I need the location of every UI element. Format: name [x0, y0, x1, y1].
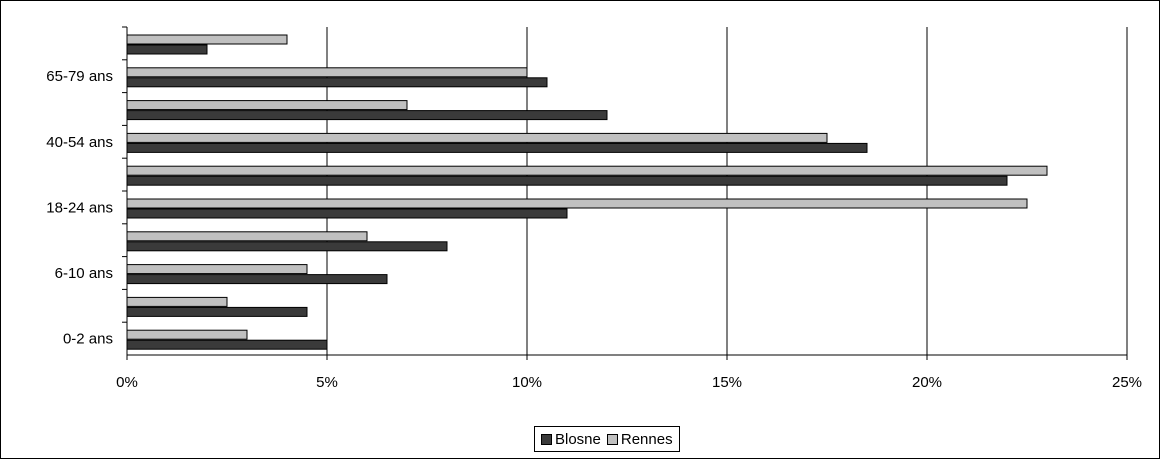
bar-blosne: [126, 110, 608, 121]
bar-blosne: [126, 175, 1008, 186]
y-tick-label: 18-24 ans: [46, 199, 113, 216]
bar-rennes: [126, 264, 308, 275]
bar-rennes: [126, 132, 828, 143]
bar-blosne: [126, 339, 328, 350]
y-tick-label: 0-2 ans: [63, 331, 113, 348]
bar-rennes: [126, 296, 228, 307]
bar-blosne: [126, 241, 448, 252]
legend-swatch-rennes: [606, 433, 618, 445]
legend-item-blosne: Blosne: [541, 431, 601, 448]
legend-label-rennes: Rennes: [620, 430, 673, 448]
bar-blosne: [126, 77, 548, 88]
bar-blosne: [126, 44, 208, 55]
x-tick-label: 25%: [1112, 374, 1142, 391]
x-tick-label: 5%: [316, 374, 338, 391]
bar-blosne: [126, 306, 308, 317]
bar-blosne: [126, 142, 868, 153]
bar-blosne: [126, 274, 388, 285]
bar-rennes: [126, 165, 1048, 176]
legend-label-blosne: Blosne: [555, 430, 601, 448]
legend-item-rennes: Rennes: [606, 430, 673, 448]
y-tick-label: 40-54 ans: [46, 134, 113, 151]
bar-rennes: [126, 34, 288, 45]
bar-blosne: [126, 208, 568, 219]
bar-rennes: [126, 231, 368, 242]
bar-rennes: [126, 329, 248, 340]
legend-swatch-blosne: [541, 433, 552, 445]
x-tick-label: 15%: [712, 374, 742, 391]
bar-rennes: [126, 67, 528, 78]
y-tick-label: 65-79 ans: [46, 68, 113, 85]
bar-rennes: [126, 198, 1028, 209]
legend: Blosne Rennes: [534, 426, 680, 452]
x-tick-label: 10%: [512, 374, 542, 391]
x-tick-label: 20%: [912, 374, 942, 391]
x-tick-label: 0%: [116, 374, 138, 391]
bar-rennes: [126, 100, 408, 111]
y-tick-label: 6-10 ans: [55, 265, 113, 282]
